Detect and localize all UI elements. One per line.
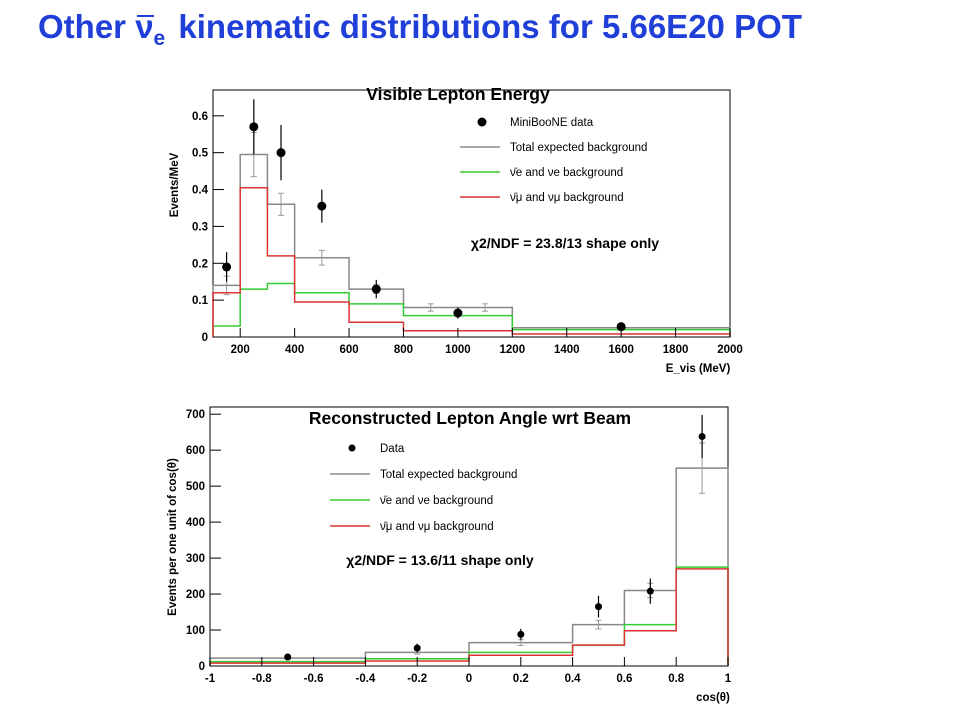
data-point: [595, 603, 602, 611]
y-tick-label: 0.3: [192, 221, 208, 233]
x-tick-label: 2000: [717, 344, 743, 356]
data-point: [284, 653, 292, 661]
y-tick-label: 300: [186, 553, 205, 565]
legend-marker: [348, 444, 356, 452]
y-tick-label: 0.6: [192, 111, 208, 123]
legend-label: Data: [380, 443, 405, 455]
data-point: [222, 262, 232, 272]
x-tick-label: -0.6: [304, 673, 324, 685]
y-axis-label: Events/MeV: [169, 152, 181, 217]
x-tick-label: -1: [205, 673, 216, 685]
y-tick-label: 0: [199, 661, 205, 673]
x-tick-label: 1600: [608, 344, 634, 356]
fit-annotation: χ2/NDF = 23.8/13 shape only: [471, 235, 659, 251]
y-tick-label: 200: [186, 589, 205, 601]
data-point: [646, 587, 654, 595]
legend-label: Total expected background: [380, 469, 517, 481]
series-line-1: [212, 282, 731, 337]
chart-title: Visible Lepton Energy: [366, 84, 550, 104]
y-tick-label: 400: [186, 517, 205, 529]
plot-frame: [212, 89, 731, 338]
title-prefix: Other: [38, 8, 136, 45]
x-tick-label: 0: [466, 673, 472, 685]
data-point: [616, 322, 626, 332]
x-tick-label: 800: [394, 344, 413, 356]
x-tick-label: 1200: [500, 344, 526, 356]
y-axis-label: Events per one unit of cos(θ): [167, 458, 179, 616]
x-tick-label: 1: [725, 673, 732, 685]
y-tick-label: 0: [202, 332, 208, 344]
legend-label: ν̄e and νe background: [380, 495, 493, 507]
chart-title: Reconstructed Lepton Angle wrt Beam: [309, 408, 631, 428]
x-tick-label: 0.4: [565, 673, 582, 685]
x-tick-label: -0.2: [407, 673, 427, 685]
x-tick-label: 600: [339, 344, 358, 356]
legend-marker: [477, 117, 487, 127]
legend-label: ν̄μ and νμ background: [510, 192, 624, 204]
plot-frame: [209, 406, 729, 667]
y-tick-label: 0.2: [192, 258, 208, 270]
data-point: [517, 630, 525, 638]
x-tick-label: 400: [285, 344, 304, 356]
y-tick-label: 100: [186, 625, 205, 637]
x-tick-label: 1000: [445, 344, 471, 356]
x-tick-label: 200: [231, 344, 250, 356]
y-tick-label: 700: [186, 409, 205, 421]
fit-annotation: χ2/NDF = 13.6/11 shape only: [346, 552, 534, 568]
y-tick-label: 0.5: [192, 148, 209, 160]
data-point: [698, 432, 706, 440]
data-point: [276, 148, 286, 158]
x-tick-label: 1400: [554, 344, 580, 356]
title-particle: ν: [135, 8, 154, 45]
x-tick-label: 0.8: [668, 673, 685, 685]
legend-label: Total expected background: [510, 142, 647, 154]
x-axis-label: cos(θ): [696, 692, 730, 704]
slide-title: Other νe kinematic distributions for 5.6…: [38, 8, 802, 51]
x-tick-label: 0.2: [513, 673, 529, 685]
legend-label: ν̄e and νe background: [510, 167, 623, 179]
data-point: [249, 122, 259, 132]
x-axis-label: E_vis (MeV): [666, 363, 731, 375]
data-point: [371, 284, 381, 294]
y-tick-label: 0.1: [192, 295, 209, 307]
x-tick-label: 1800: [663, 344, 689, 356]
y-tick-label: 0.4: [192, 185, 209, 197]
data-point: [317, 201, 327, 211]
data-point: [453, 308, 463, 318]
title-particle-subscript: e: [153, 27, 166, 50]
legend-label: MiniBooNE data: [510, 117, 594, 129]
x-tick-label: -0.4: [355, 673, 375, 685]
y-tick-label: 500: [186, 481, 205, 493]
title-suffix: kinematic distributions for 5.66E20 POT: [169, 8, 802, 45]
data-point: [413, 644, 421, 652]
x-tick-label: 0.6: [616, 673, 632, 685]
x-tick-label: -0.8: [252, 673, 272, 685]
legend-label: ν̄μ and νμ background: [380, 521, 494, 533]
y-tick-label: 600: [186, 445, 205, 457]
